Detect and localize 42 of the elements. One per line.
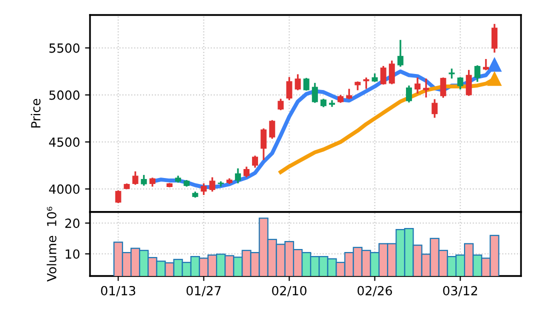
y-tick-label: 10 [66,249,80,259]
y-axis-title: Volume 10⁶ [46,206,56,282]
x-tick-label: 02/10 [272,286,306,296]
candlestick [380,65,386,86]
candlestick [278,98,284,111]
candlestick [466,69,472,97]
candlestick [440,76,446,99]
candlestick [269,119,276,140]
candlestick [209,176,216,192]
x-tick-label: 01/13 [101,286,136,296]
candlestick [457,76,464,90]
x-tick-label: 03/12 [443,286,478,296]
candlestick [312,82,318,104]
candlestick [397,39,404,68]
candlestick [406,84,412,104]
candlestick [491,23,498,54]
candlestick [414,76,421,94]
x-tick-label: 01/27 [186,286,221,296]
candlestick [260,128,267,161]
y-tick-label: 4000 [49,184,80,194]
candlestick [294,73,301,92]
candlestick [252,154,258,169]
candlestick [482,58,489,72]
candlestick [234,168,241,184]
candlestick [140,174,147,187]
y-tick-label: 20 [65,218,80,228]
y-axis-title: Price [30,98,40,128]
x-tick-label: 02/26 [358,286,392,296]
candlestick [303,77,310,92]
candlestick [388,60,395,86]
candlestick [115,190,122,204]
y-tick-label: 4500 [49,137,80,147]
y-tick-label: 5500 [49,43,80,53]
candlestick [432,98,438,119]
candlestick [200,182,207,196]
candlestick [474,64,480,83]
candlestick [244,166,250,178]
y-tick-label: 5000 [49,90,80,100]
candlestick [346,88,352,100]
candlestick [363,76,370,90]
candlestick [286,76,292,101]
candlestick [132,170,138,186]
